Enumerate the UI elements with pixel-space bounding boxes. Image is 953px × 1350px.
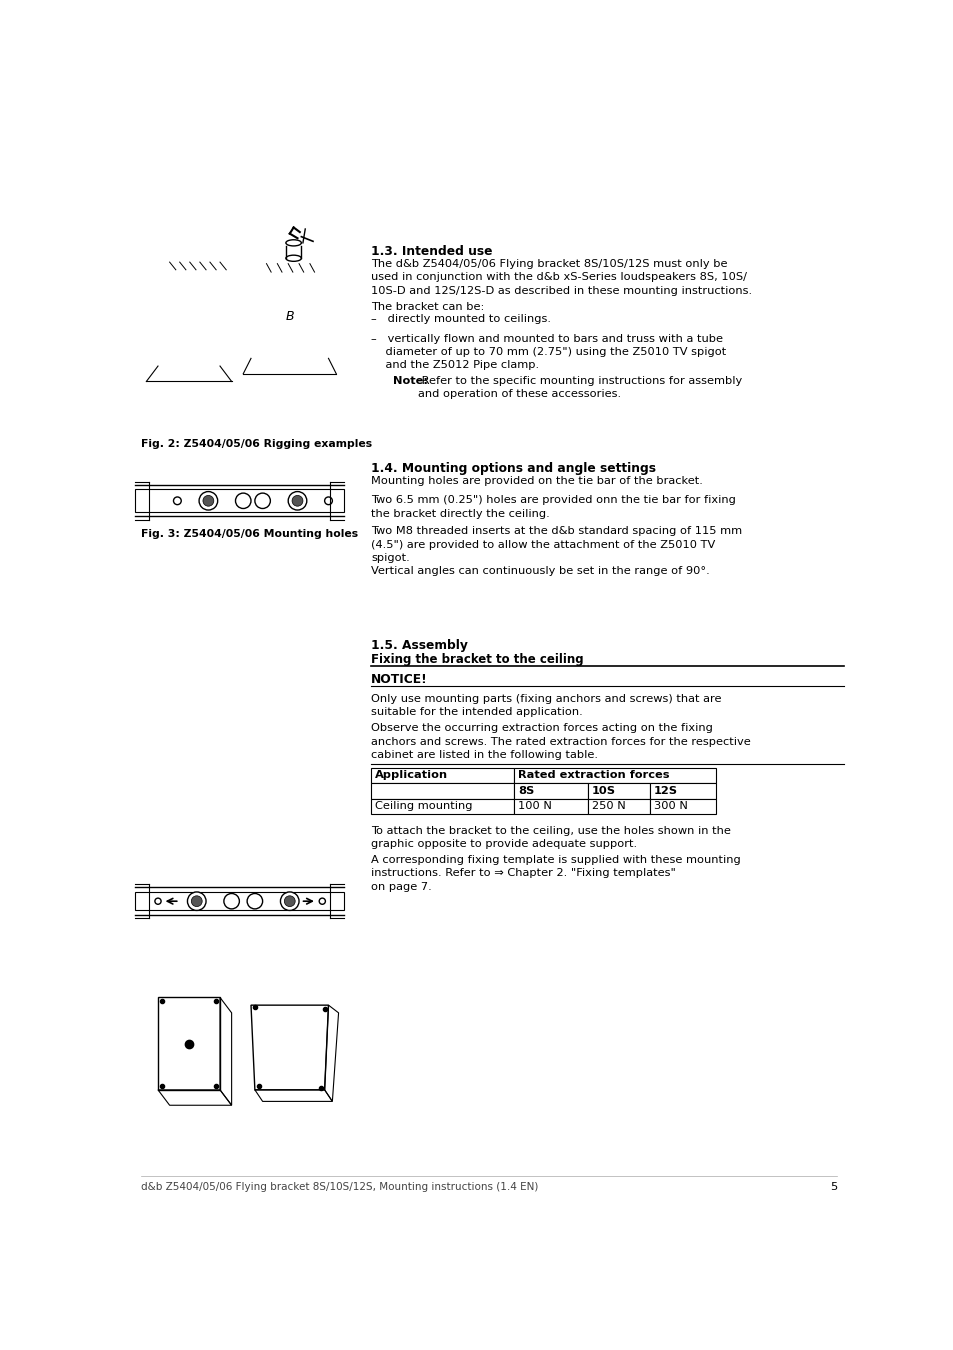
Text: Refer to the specific mounting instructions for assembly
and operation of these : Refer to the specific mounting instructi…	[418, 377, 741, 400]
Circle shape	[235, 493, 251, 509]
Text: 8S: 8S	[517, 786, 534, 795]
Text: 1.3. Intended use: 1.3. Intended use	[371, 246, 492, 258]
Bar	[134, 892, 344, 910]
Text: –   directly mounted to ceilings.: – directly mounted to ceilings.	[371, 315, 551, 324]
Text: Ceiling mounting: Ceiling mounting	[375, 801, 472, 811]
Text: Fig. 2: Z5404/05/06 Rigging examples: Fig. 2: Z5404/05/06 Rigging examples	[141, 439, 372, 450]
Text: Observe the occurring extraction forces acting on the fixing
anchors and screws.: Observe the occurring extraction forces …	[371, 724, 750, 760]
Circle shape	[319, 898, 325, 904]
Circle shape	[284, 896, 294, 907]
Text: A corresponding fixing template is supplied with these mounting
instructions. Re: A corresponding fixing template is suppl…	[371, 855, 740, 892]
Bar	[587, 783, 649, 799]
Text: Only use mounting parts (fixing anchors and screws) that are
suitable for the in: Only use mounting parts (fixing anchors …	[371, 694, 720, 717]
Bar	[649, 799, 716, 814]
Circle shape	[203, 495, 213, 506]
Text: 300 N: 300 N	[654, 801, 687, 811]
Circle shape	[280, 892, 298, 910]
Bar	[371, 799, 514, 814]
Circle shape	[187, 892, 206, 910]
Text: Fig. 3: Z5404/05/06 Mounting holes: Fig. 3: Z5404/05/06 Mounting holes	[141, 528, 357, 539]
Bar	[371, 768, 514, 783]
Text: NOTICE!: NOTICE!	[371, 674, 428, 686]
Bar	[587, 799, 649, 814]
Text: To attach the bracket to the ceiling, use the holes shown in the
graphic opposit: To attach the bracket to the ceiling, us…	[371, 826, 730, 849]
Text: Fixing the bracket to the ceiling: Fixing the bracket to the ceiling	[371, 653, 583, 667]
Text: B: B	[285, 309, 294, 323]
Circle shape	[247, 894, 262, 909]
Text: The bracket can be:: The bracket can be:	[371, 302, 484, 312]
Text: 12S: 12S	[654, 786, 678, 795]
Text: Vertical angles can continuously be set in the range of 90°.: Vertical angles can continuously be set …	[371, 566, 709, 576]
Bar	[371, 783, 514, 799]
Bar	[514, 799, 587, 814]
Circle shape	[192, 896, 202, 907]
Text: Rated extraction forces: Rated extraction forces	[517, 771, 669, 780]
Bar	[514, 768, 716, 783]
Bar	[514, 783, 587, 799]
Text: Two 6.5 mm (0.25") holes are provided onn the tie bar for fixing
the bracket dir: Two 6.5 mm (0.25") holes are provided on…	[371, 495, 735, 518]
Circle shape	[224, 894, 239, 909]
Circle shape	[288, 491, 307, 510]
Bar	[134, 489, 344, 513]
Circle shape	[154, 898, 161, 904]
Text: The d&b Z5404/05/06 Flying bracket 8S/10S/12S must only be
used in conjunction w: The d&b Z5404/05/06 Flying bracket 8S/10…	[371, 259, 752, 296]
Text: Application: Application	[375, 771, 448, 780]
Text: Note:: Note:	[393, 377, 427, 386]
Circle shape	[292, 495, 303, 506]
Text: 10S: 10S	[592, 786, 616, 795]
Bar	[649, 783, 716, 799]
Text: 100 N: 100 N	[517, 801, 552, 811]
Circle shape	[254, 493, 270, 509]
Text: 1.4. Mounting options and angle settings: 1.4. Mounting options and angle settings	[371, 462, 656, 475]
Text: 250 N: 250 N	[592, 801, 625, 811]
Circle shape	[199, 491, 217, 510]
Circle shape	[324, 497, 332, 505]
Text: d&b Z5404/05/06 Flying bracket 8S/10S/12S, Mounting instructions (1.4 EN): d&b Z5404/05/06 Flying bracket 8S/10S/12…	[141, 1183, 537, 1192]
Text: Mounting holes are provided on the tie bar of the bracket.: Mounting holes are provided on the tie b…	[371, 477, 702, 486]
Text: –   vertically flown and mounted to bars and truss with a tube
    diameter of u: – vertically flown and mounted to bars a…	[371, 333, 725, 370]
Text: 5: 5	[829, 1183, 836, 1192]
Circle shape	[173, 497, 181, 505]
Text: Two M8 threaded inserts at the d&b standard spacing of 115 mm
(4.5") are provide: Two M8 threaded inserts at the d&b stand…	[371, 526, 741, 563]
Text: 1.5. Assembly: 1.5. Assembly	[371, 640, 468, 652]
